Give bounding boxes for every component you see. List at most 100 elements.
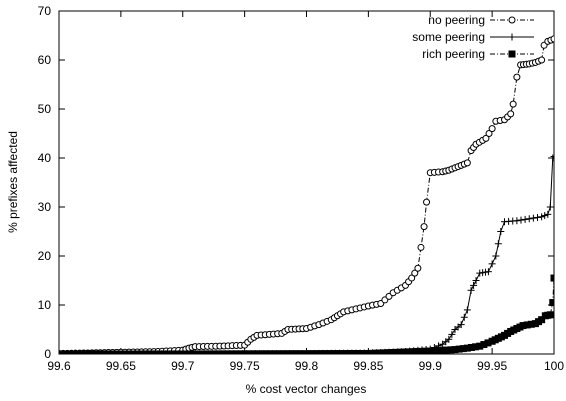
data-point (472, 343, 480, 351)
data-point (385, 349, 393, 354)
data-point (352, 350, 360, 354)
data-point (132, 350, 140, 354)
data-point (541, 212, 549, 220)
data-point (290, 350, 298, 354)
data-point (303, 350, 310, 354)
data-point (538, 316, 546, 324)
data-point (234, 350, 242, 354)
data-point (463, 306, 471, 314)
series-line (59, 278, 554, 354)
data-point (294, 350, 302, 354)
data-point (538, 56, 546, 64)
data-point (364, 350, 372, 354)
legend-marker (508, 16, 516, 24)
data-point (460, 313, 468, 321)
y-tick-label: 30 (38, 200, 52, 214)
data-point (226, 350, 234, 354)
data-point (336, 350, 343, 354)
data-point (406, 348, 414, 354)
data-point (549, 154, 554, 162)
x-tick-label: 99.95 (477, 359, 507, 373)
data-point (513, 73, 521, 81)
x-tick-label: 99.8 (295, 359, 319, 373)
data-point (128, 350, 136, 354)
y-tick-label: 50 (38, 102, 52, 116)
data-point (472, 277, 480, 284)
data-point (89, 350, 97, 354)
data-point (217, 350, 225, 354)
data-point (448, 330, 456, 338)
data-point (538, 213, 546, 221)
y-tick-label: 40 (38, 151, 52, 165)
data-point (110, 350, 118, 354)
data-point (397, 348, 405, 354)
data-point (209, 350, 217, 354)
data-point (463, 159, 471, 167)
data-point (467, 286, 475, 294)
data-point (485, 130, 493, 137)
data-point (319, 350, 327, 354)
data-point (273, 350, 281, 354)
axis-ticks: 99.6 99.65 99.7 99.75 99.8 99.85 99.9 99.95 100 0… (38, 4, 565, 373)
data-point (529, 214, 537, 222)
data-point (307, 350, 315, 354)
data-point (381, 349, 389, 354)
data-point (119, 350, 127, 354)
data-point (476, 342, 484, 350)
series-rich-peering (59, 274, 554, 354)
data-point (179, 350, 187, 354)
data-point (521, 215, 529, 223)
data-point (183, 350, 191, 354)
data-point (166, 350, 174, 354)
data-point (268, 350, 276, 354)
data-point (389, 349, 397, 354)
data-point (327, 350, 335, 354)
data-point (402, 348, 409, 354)
series-line (59, 38, 554, 354)
data-point (492, 252, 500, 260)
data-point (468, 343, 475, 351)
data-point (544, 210, 552, 218)
data-point (200, 350, 208, 354)
data-point (509, 100, 517, 108)
data-point (187, 350, 195, 354)
data-point (264, 350, 272, 354)
data-point (417, 243, 425, 251)
data-point (549, 299, 554, 307)
data-point (484, 339, 492, 347)
y-tick-label: 10 (38, 298, 52, 312)
data-point (102, 350, 110, 354)
data-point (136, 350, 144, 354)
legend-marker (508, 33, 516, 41)
data-point (285, 350, 293, 354)
data-point (408, 274, 416, 282)
data-point (534, 213, 541, 221)
data-point (238, 350, 246, 354)
data-point (85, 350, 93, 354)
data-point (344, 350, 352, 354)
y-tick-label: 60 (38, 53, 52, 67)
data-point (414, 264, 422, 272)
data-point (519, 322, 527, 330)
x-axis-label: % cost vector changes (246, 382, 367, 396)
legend: no peering some peering rich peering (412, 13, 534, 61)
plot-frame (58, 10, 555, 355)
data-point (488, 260, 496, 268)
data-point (298, 350, 306, 354)
data-point (76, 350, 84, 354)
y-tick-label: 20 (38, 249, 52, 263)
data-point (550, 35, 554, 43)
legend-marker (508, 50, 516, 58)
data-point (256, 350, 264, 354)
data-point (513, 217, 521, 225)
data-point (507, 110, 515, 118)
data-point (414, 348, 422, 354)
data-point (230, 350, 238, 354)
data-point (488, 125, 496, 133)
data-point (484, 268, 492, 276)
data-point (411, 269, 419, 277)
data-point (523, 321, 531, 329)
data-point (459, 345, 467, 353)
data-point (157, 350, 165, 354)
